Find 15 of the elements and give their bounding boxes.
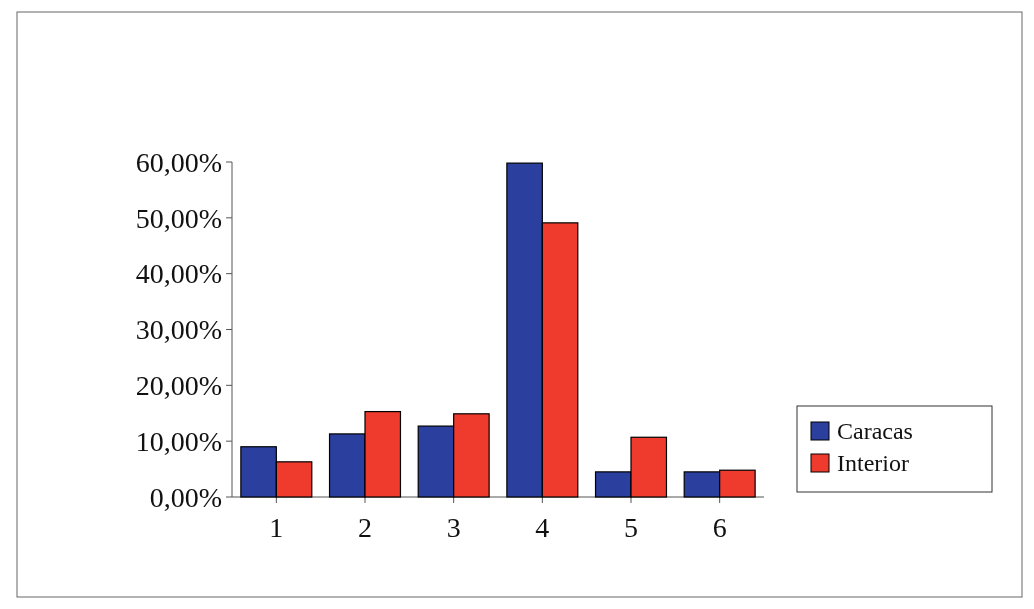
y-tick-label: 40,00% <box>135 258 222 290</box>
y-tick-label: 50,00% <box>135 202 222 234</box>
y-tick-label: 0,00% <box>149 481 222 513</box>
legend-label: Caracas <box>837 418 913 445</box>
x-tick-label: 2 <box>358 512 372 543</box>
legend-label: Interior <box>837 450 909 477</box>
x-tick-label: 1 <box>269 512 284 543</box>
y-tick-label: 60,00% <box>135 146 222 178</box>
x-tick-label: 5 <box>624 512 638 543</box>
y-tick-label: 20,00% <box>135 370 222 402</box>
y-tick-label: 10,00% <box>135 425 222 457</box>
x-tick-label: 3 <box>446 512 461 543</box>
x-tick-label: 4 <box>535 512 550 543</box>
y-tick-label: 30,00% <box>135 314 222 346</box>
x-tick-label: 6 <box>712 512 727 543</box>
